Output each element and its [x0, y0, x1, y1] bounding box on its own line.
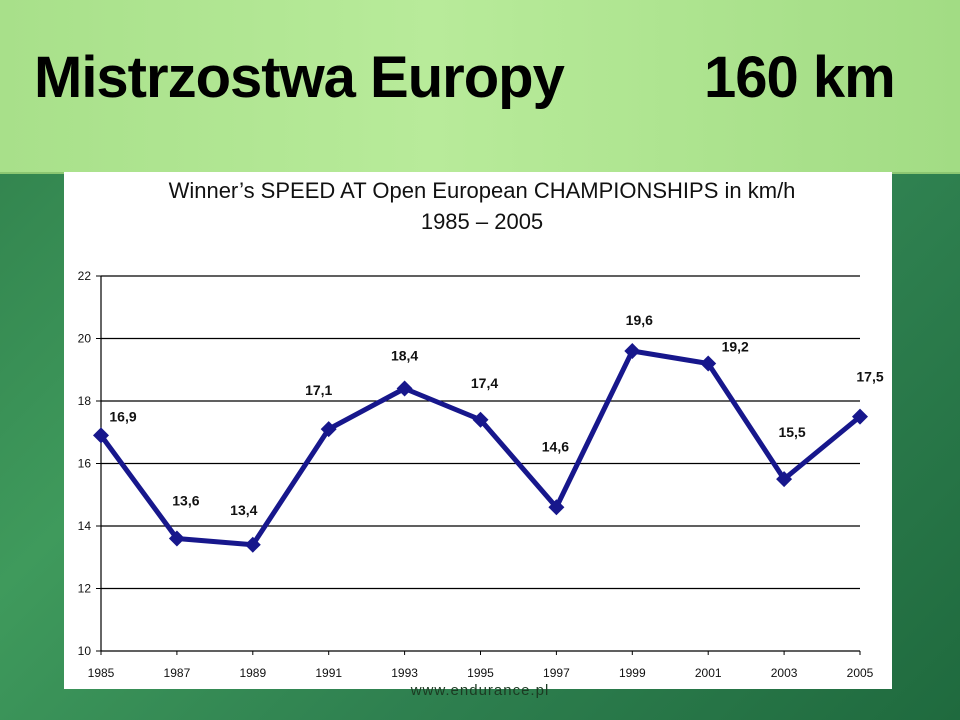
- x-tick-label: 1985: [88, 666, 115, 680]
- data-point: [776, 471, 793, 488]
- slide-title: Mistrzostwa Europy: [34, 45, 565, 110]
- data-point: [548, 499, 565, 516]
- x-tick-label: 1997: [543, 666, 570, 680]
- speed-chart: Winner’s SPEED AT Open European CHAMPION…: [78, 178, 884, 680]
- x-tick-label: 2005: [847, 666, 874, 680]
- y-tick-label: 22: [78, 269, 92, 283]
- x-tick-label: 2003: [771, 666, 798, 680]
- y-tick-label: 18: [78, 394, 92, 408]
- x-tick-label: 2001: [695, 666, 722, 680]
- data-label: 15,5: [778, 424, 805, 440]
- slide-header: Mistrzostwa Europy 160 km: [0, 0, 960, 174]
- data-label: 14,6: [542, 438, 569, 454]
- y-tick-label: 14: [78, 519, 92, 533]
- y-tick-label: 20: [78, 332, 92, 346]
- data-point: [320, 421, 337, 438]
- footer-url: www.endurance.pl: [410, 682, 550, 699]
- data-label: 17,4: [471, 375, 498, 391]
- y-tick-label: 16: [78, 457, 92, 471]
- data-label: 19,6: [626, 312, 653, 328]
- data-point: [396, 380, 413, 397]
- data-label: 17,5: [856, 369, 883, 385]
- data-point: [700, 355, 717, 372]
- data-point: [168, 530, 185, 547]
- x-tick-label: 1993: [391, 666, 418, 680]
- data-point: [93, 427, 109, 444]
- chart-panel: Winner’s SPEED AT Open European CHAMPION…: [64, 172, 892, 689]
- data-point: [244, 536, 261, 553]
- data-label: 19,2: [722, 339, 749, 355]
- slide-subtitle: 160 km: [704, 45, 896, 110]
- x-tick-label: 1999: [619, 666, 646, 680]
- chart-subtitle: 1985 – 2005: [421, 209, 543, 234]
- data-label: 16,9: [109, 408, 136, 424]
- data-label: 13,4: [230, 502, 257, 518]
- data-point: [852, 408, 868, 425]
- y-tick-label: 12: [78, 582, 92, 596]
- chart-title: Winner’s SPEED AT Open European CHAMPION…: [169, 178, 796, 203]
- x-tick-label: 1989: [239, 666, 266, 680]
- x-tick-label: 1995: [467, 666, 494, 680]
- data-label: 17,1: [305, 382, 332, 398]
- x-tick-label: 1991: [315, 666, 342, 680]
- data-label: 18,4: [391, 348, 418, 364]
- data-point: [624, 343, 641, 359]
- y-tick-label: 10: [78, 644, 92, 658]
- data-point: [472, 411, 489, 428]
- data-label: 13,6: [172, 493, 199, 509]
- x-tick-label: 1987: [164, 666, 191, 680]
